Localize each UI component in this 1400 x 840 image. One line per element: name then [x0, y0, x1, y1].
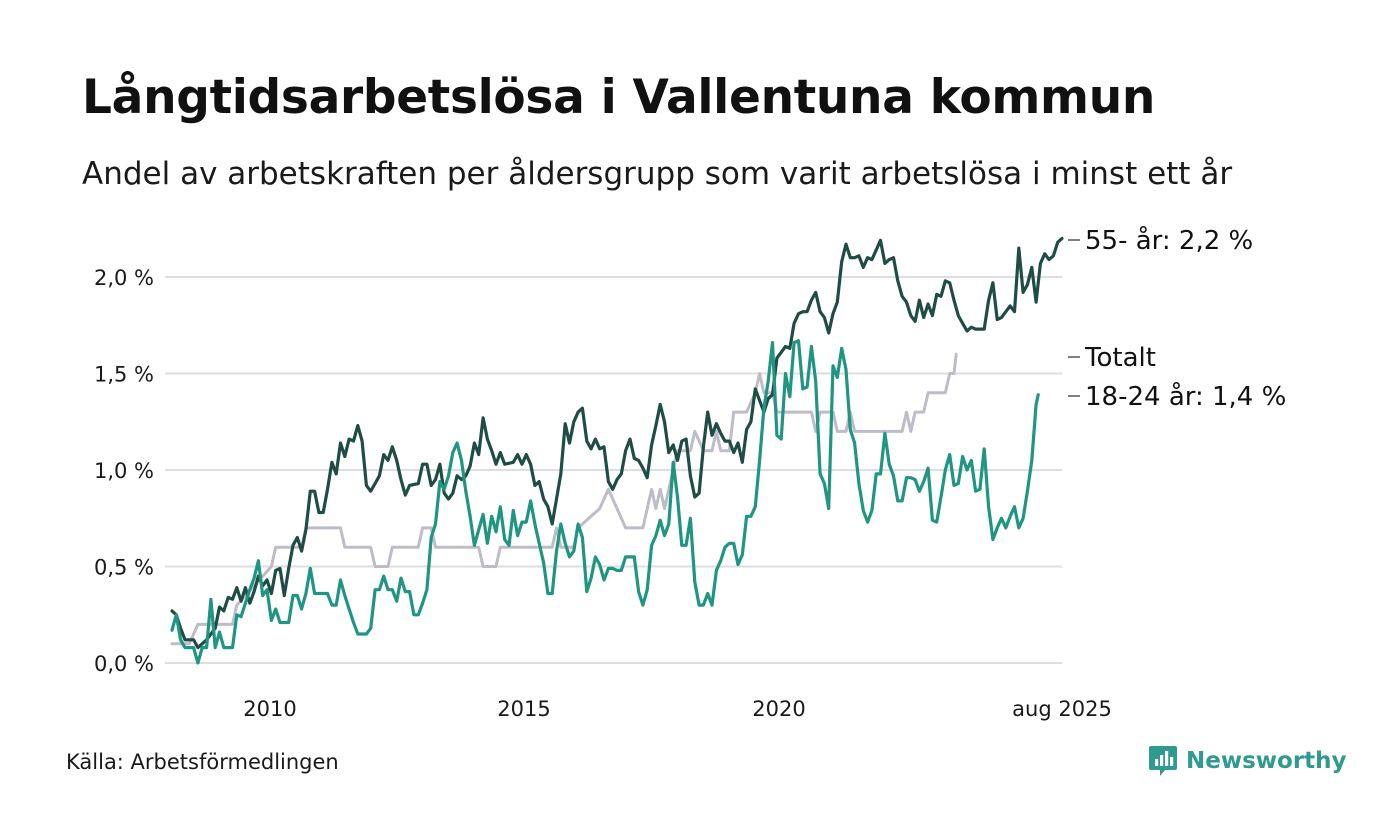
- x-tick-label: 2010: [243, 697, 296, 721]
- y-tick-label: 0,0 %: [94, 652, 154, 676]
- end-label-total: Totalt: [1084, 343, 1156, 373]
- x-tick-label: aug 2025: [1012, 697, 1112, 721]
- series-end-labels: Totalt 55- år: 2,2 % 18-24 år: 1,4 %: [1068, 225, 1286, 412]
- x-tick-label: 2015: [497, 697, 550, 721]
- brand-name: Newsworthy: [1186, 748, 1347, 774]
- y-tick-label: 2,0 %: [94, 266, 154, 290]
- y-tick-label: 1,5 %: [94, 363, 154, 387]
- grid-lines: [165, 276, 1062, 664]
- y-tick-label: 0,5 %: [94, 556, 154, 580]
- chart-title: Långtidsarbetslösa i Vallentuna kommun: [82, 70, 1156, 125]
- series-line-age18_24: [170, 339, 1040, 665]
- series-lines: [170, 236, 1064, 665]
- end-label-age55: 55- år: 2,2 %: [1085, 225, 1253, 256]
- series-line-age55: [170, 236, 1064, 650]
- source-note: Källa: Arbetsförmedlingen: [66, 750, 339, 774]
- chart-subtitle: Andel av arbetskraften per åldersgrupp s…: [82, 156, 1233, 192]
- series-line-total: [170, 352, 958, 646]
- y-axis-tick-labels: 0,0 % 0,5 % 1,0 % 1,5 % 2,0 %: [94, 266, 154, 676]
- x-axis-tick-labels: 2010 2015 2020 aug 2025: [243, 697, 1112, 721]
- bar-chart-speech-bubble-icon: [1149, 746, 1177, 776]
- x-tick-label: 2020: [752, 697, 805, 721]
- brand-logo: Newsworthy: [1148, 744, 1347, 778]
- y-tick-label: 1,0 %: [94, 459, 154, 483]
- end-label-age18_24: 18-24 år: 1,4 %: [1085, 381, 1286, 412]
